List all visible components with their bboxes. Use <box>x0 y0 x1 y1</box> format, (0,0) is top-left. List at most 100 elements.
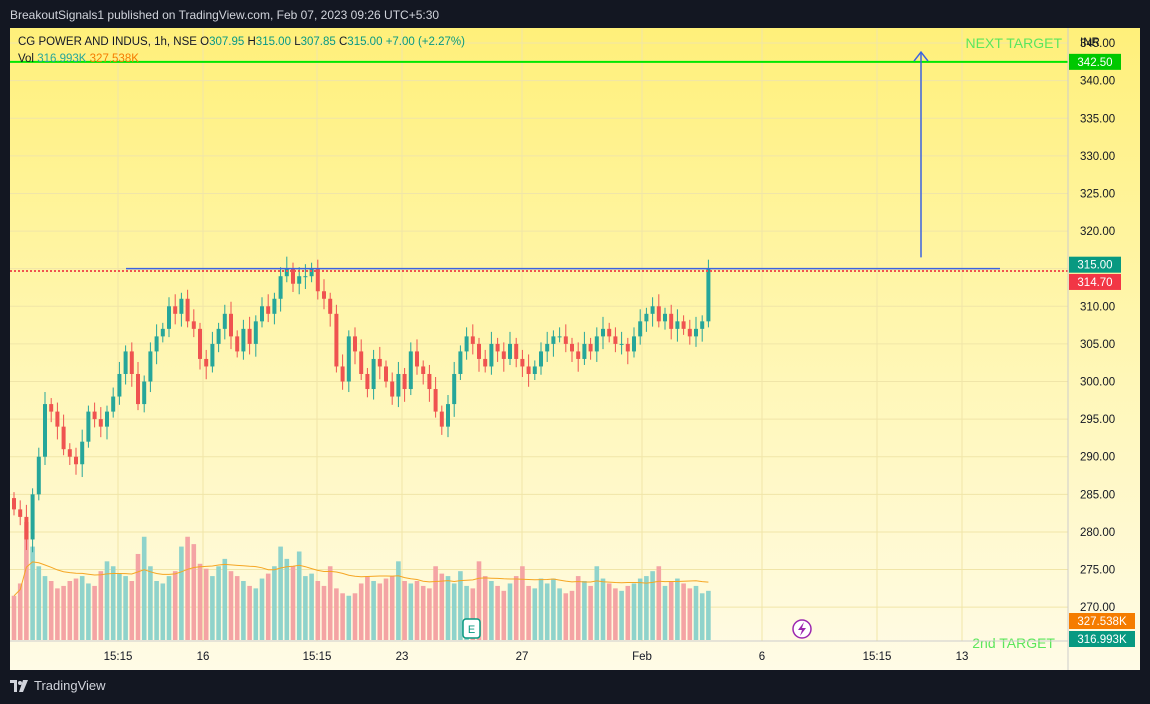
x-tick-label: 6 <box>759 651 765 663</box>
price-badges: 342.50 315.00 314.70 327.538K 316.993K <box>1069 53 1135 647</box>
y-tick-label: 300.00 <box>1080 377 1115 389</box>
volume-bar <box>544 583 550 640</box>
candle-body <box>328 298 333 314</box>
candle-body <box>371 358 376 390</box>
y-tick-label: 325.00 <box>1080 188 1115 200</box>
candle-body <box>49 404 54 412</box>
candle-body <box>446 404 450 427</box>
volume-bar <box>321 585 327 640</box>
currency-label: INR <box>1080 37 1100 49</box>
candle-body <box>359 351 364 374</box>
volume-bar <box>172 571 178 640</box>
volume-bar <box>135 553 141 640</box>
volume-bar <box>383 578 389 640</box>
candle-body <box>61 426 66 450</box>
y-tick-label: 310.00 <box>1080 301 1115 313</box>
candle-body <box>632 336 636 352</box>
candle-body <box>489 343 494 367</box>
earnings-marker[interactable]: E <box>462 618 481 639</box>
candle-body <box>297 276 302 284</box>
price-badge <box>1069 273 1121 290</box>
volume-bar <box>55 588 60 640</box>
volume-bar <box>526 585 531 640</box>
volume-bar <box>67 581 73 640</box>
volume-bar <box>470 588 476 640</box>
x-axis-ticks: 15:15 16 15:15 23 27 Feb 6 15:15 13 <box>104 651 969 663</box>
volume-bar <box>154 581 159 640</box>
x-tick-label: 15:15 <box>104 651 133 663</box>
volume-bar <box>625 585 631 640</box>
y-tick-label: 305.00 <box>1080 339 1115 351</box>
volume-bar <box>110 566 116 640</box>
candle-body <box>86 411 91 442</box>
volume-bar <box>619 590 624 640</box>
candle-body <box>80 441 85 465</box>
candle-body <box>266 306 271 314</box>
volume-bar <box>557 588 562 640</box>
volume-bar <box>241 581 246 640</box>
volume-badge-label: 316.993K <box>1077 634 1127 646</box>
candle-body <box>284 268 289 277</box>
volume-bar <box>427 588 432 640</box>
volume-bar <box>296 551 302 640</box>
candle-body <box>514 343 519 359</box>
volume-bar <box>365 576 370 640</box>
volume-bar <box>259 578 265 640</box>
candle-body <box>706 268 711 322</box>
legend-vol-label: Vol <box>18 53 34 65</box>
volume-bar <box>569 590 575 640</box>
volume-bar <box>520 566 525 640</box>
candle-body <box>123 351 128 374</box>
candle-body <box>551 336 556 344</box>
volume-bar <box>563 593 569 640</box>
tradingview-brand: TradingView <box>34 678 106 693</box>
candle-body <box>315 268 320 292</box>
candle-body <box>539 351 543 367</box>
candle-body <box>402 373 407 390</box>
volume-bar <box>389 576 395 640</box>
volume-bar <box>129 581 135 640</box>
candle-body <box>396 373 401 397</box>
candle-body <box>148 351 153 382</box>
volume-bar <box>166 576 172 640</box>
x-tick-label: 13 <box>956 651 969 663</box>
candle-body <box>136 373 140 405</box>
candle-body <box>24 516 29 540</box>
target-arrow[interactable] <box>913 50 929 258</box>
candle-body <box>303 276 308 278</box>
candle-body <box>353 336 357 352</box>
x-tick-label: 27 <box>516 651 529 663</box>
annotation-2nd-target: 2nd TARGET <box>972 635 1055 651</box>
candle-body <box>105 411 109 427</box>
candle-body <box>501 351 506 359</box>
volume-bar <box>402 581 407 640</box>
candle-body <box>36 456 41 495</box>
volume-bars <box>11 522 711 640</box>
volume-bar <box>216 566 221 640</box>
volume-bar <box>644 576 649 640</box>
volume-bar <box>606 583 612 640</box>
volume-bar <box>303 576 308 640</box>
volume-bar <box>420 585 426 640</box>
candle-body <box>613 336 618 344</box>
tradingview-logo[interactable]: TradingView <box>10 678 106 693</box>
split-marker[interactable] <box>792 619 812 639</box>
candle-body <box>439 411 444 427</box>
candle-body <box>464 336 469 352</box>
candle-body <box>229 313 233 337</box>
candle-body <box>185 298 190 322</box>
volume-bar <box>284 558 290 640</box>
volume-bar <box>476 561 482 640</box>
candle-body <box>681 321 686 329</box>
volume-bar <box>36 566 42 640</box>
volume-bar <box>17 583 23 640</box>
volume-bar <box>588 585 593 640</box>
volume-bar <box>445 576 451 640</box>
volume-bar <box>228 571 234 640</box>
volume-badge-label: 327.538K <box>1077 616 1127 628</box>
y-tick-label: 335.00 <box>1080 113 1115 125</box>
legend-h-value: 315.00 <box>255 36 291 48</box>
candle-body <box>675 321 680 329</box>
volume-bar <box>408 583 414 640</box>
